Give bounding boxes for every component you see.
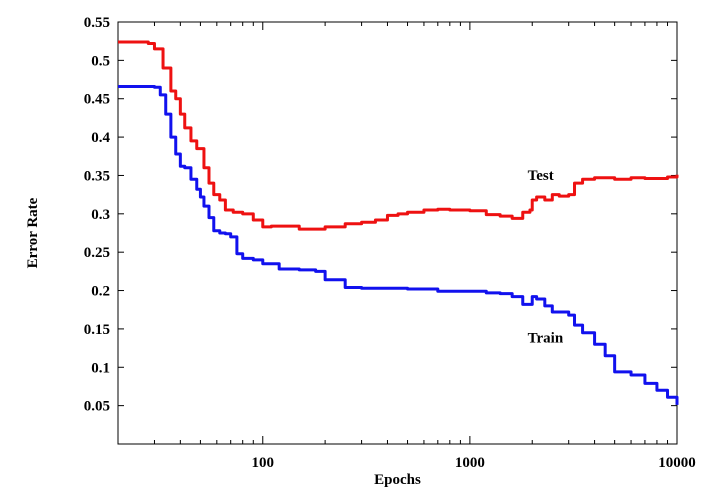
y-tick-label: 0.1	[91, 360, 110, 376]
y-tick-label: 0.35	[84, 168, 110, 184]
y-tick-label: 0.5	[91, 53, 110, 69]
y-tick-label: 0.3	[91, 207, 110, 223]
x-tick-label: 100	[252, 455, 275, 471]
x-tick-label: 1000	[455, 455, 485, 471]
series-labels: Test Train	[528, 168, 564, 347]
series-lines	[118, 40, 679, 405]
x-axis-title: Epochs	[374, 472, 421, 488]
series-line-train	[118, 84, 679, 405]
x-tick-label: 10000	[658, 455, 696, 471]
axis-ticks: 0.05 0.1 0.15 0.2 0.25 0.3 0.35 0.4 0.45 0.5 0.55 1…	[84, 15, 696, 471]
y-tick-label: 0.15	[84, 322, 110, 338]
y-tick-label: 0.25	[84, 245, 110, 261]
series-label-test: Test	[528, 168, 554, 184]
y-tick-label: 0.45	[84, 92, 110, 108]
series-label-train: Train	[528, 331, 564, 347]
y-tick-label: 0.05	[84, 399, 110, 415]
y-tick-label: 0.55	[84, 15, 110, 31]
y-tick-label: 0.2	[91, 284, 110, 300]
plot-frame	[117, 21, 678, 445]
series-line-test	[118, 40, 679, 231]
y-tick-label: 0.4	[91, 130, 110, 146]
y-axis-title: Error Rate	[25, 197, 41, 268]
